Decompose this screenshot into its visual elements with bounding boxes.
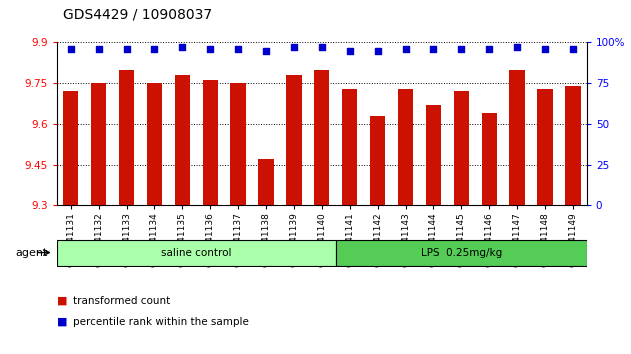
Text: ■: ■ bbox=[57, 317, 68, 327]
Bar bbox=[454, 91, 469, 205]
Point bbox=[150, 46, 160, 52]
Point bbox=[456, 46, 466, 52]
Bar bbox=[147, 83, 162, 205]
Bar bbox=[63, 91, 78, 205]
Bar bbox=[342, 88, 357, 205]
Bar bbox=[119, 70, 134, 205]
Bar bbox=[398, 88, 413, 205]
Point bbox=[428, 46, 439, 52]
Bar bbox=[370, 116, 386, 205]
Point bbox=[66, 46, 76, 52]
Bar bbox=[538, 88, 553, 205]
Bar bbox=[481, 113, 497, 205]
Point bbox=[233, 46, 243, 52]
Point bbox=[484, 46, 494, 52]
Bar bbox=[286, 75, 302, 205]
Text: transformed count: transformed count bbox=[73, 296, 170, 306]
Bar bbox=[426, 105, 441, 205]
Point bbox=[568, 46, 578, 52]
Bar bbox=[175, 75, 190, 205]
Point bbox=[122, 46, 132, 52]
Point bbox=[205, 46, 215, 52]
Bar bbox=[258, 159, 274, 205]
Point bbox=[512, 45, 522, 50]
Bar bbox=[91, 83, 106, 205]
Point bbox=[261, 48, 271, 53]
Point bbox=[401, 46, 411, 52]
Point bbox=[317, 45, 327, 50]
Bar bbox=[565, 86, 581, 205]
Bar bbox=[230, 83, 246, 205]
Point bbox=[372, 48, 382, 53]
Point bbox=[540, 46, 550, 52]
Text: ■: ■ bbox=[57, 296, 68, 306]
Text: saline control: saline control bbox=[161, 247, 232, 258]
Bar bbox=[509, 70, 525, 205]
Bar bbox=[314, 70, 329, 205]
Point bbox=[289, 45, 299, 50]
Bar bbox=[203, 80, 218, 205]
Text: LPS  0.25mg/kg: LPS 0.25mg/kg bbox=[421, 247, 502, 258]
Point bbox=[93, 46, 103, 52]
FancyBboxPatch shape bbox=[336, 240, 587, 266]
Point bbox=[345, 48, 355, 53]
Point bbox=[177, 45, 187, 50]
Text: percentile rank within the sample: percentile rank within the sample bbox=[73, 317, 249, 327]
Text: GDS4429 / 10908037: GDS4429 / 10908037 bbox=[63, 7, 212, 21]
Text: agent: agent bbox=[16, 247, 48, 258]
FancyBboxPatch shape bbox=[57, 240, 336, 266]
